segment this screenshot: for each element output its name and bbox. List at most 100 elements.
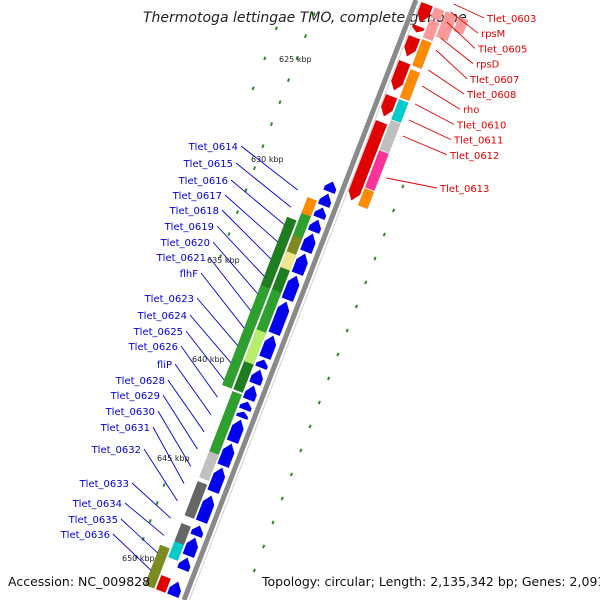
gene-label: Tlet_0620 [160, 238, 210, 249]
scale-tick [327, 376, 331, 381]
reverse-gene-arrow [242, 385, 257, 403]
cog-band-reverse [174, 522, 192, 546]
gene-label: Tlet_0631 [100, 423, 150, 434]
gene-leader-line [440, 37, 474, 64]
gene-label: Tlet_0610 [456, 120, 506, 131]
reverse-gene-arrow [317, 193, 332, 209]
reverse-gene-arrow [291, 253, 309, 277]
scale-tick [295, 56, 299, 61]
gene-label: Tlet_0616 [178, 176, 228, 187]
gene-label: Tlet_0623 [144, 294, 194, 305]
scale-tick [235, 210, 240, 215]
gene-label: Tlet_0636 [60, 530, 110, 541]
scale-tick [392, 208, 396, 213]
gene-label: Tlet_0613 [439, 184, 489, 195]
gene-leader-line [230, 179, 285, 225]
cog-band-forward [364, 149, 390, 192]
gene-label: Tlet_0615 [183, 159, 233, 170]
scale-tick [364, 280, 368, 285]
scale-tick [269, 122, 274, 127]
gene-label: Tlet_0611 [453, 136, 503, 147]
cog-band-forward [391, 98, 409, 124]
reverse-gene-arrow [281, 275, 300, 303]
scale-tick [280, 496, 284, 501]
gene-leader-line [157, 410, 192, 467]
forward-gene-arrow [404, 34, 421, 57]
cog-band-reverse [233, 360, 254, 394]
scale-tick [317, 400, 321, 405]
scale-tick [354, 304, 359, 309]
scale-tick [263, 56, 267, 61]
gene-label: Tlet_0624 [137, 311, 187, 322]
scale-tick [251, 86, 255, 91]
gene-leader-line [221, 209, 272, 260]
scale-tick [262, 544, 266, 549]
backbone-edge [188, 1, 422, 600]
gene-label: rpsM [481, 29, 505, 40]
scale-tick [244, 188, 248, 193]
scale-tick [299, 448, 303, 453]
gene-leader-line [162, 394, 198, 450]
scale-label: 645 kbp [157, 454, 190, 463]
reverse-gene-arrow [268, 301, 290, 337]
gene-leader-line [446, 21, 476, 49]
genome-backbone [181, 0, 419, 600]
scale-tick [345, 328, 349, 333]
gene-leader-line [427, 69, 465, 95]
forward-gene-arrow [348, 119, 388, 201]
gene-label: flhF [180, 269, 199, 280]
gene-label: Tlet_0618 [169, 206, 219, 217]
reverse-gene-arrow [235, 411, 249, 421]
gene-leader-line [143, 448, 178, 502]
scale-label: 625 kbp [279, 55, 312, 64]
scale-tick [155, 501, 159, 505]
scale-tick [308, 424, 312, 429]
reverse-gene-arrow [238, 401, 252, 413]
gene-leader-line [124, 502, 165, 536]
gene-label: Tlet_0628 [115, 376, 165, 387]
genome-summary: Topology: circular; Length: 2,135,342 bp… [261, 574, 600, 589]
gene-leader-line [196, 297, 238, 346]
gene-leader-line [386, 177, 438, 189]
cog-band-forward [422, 18, 440, 42]
forward-gene-arrow [380, 93, 398, 117]
cog-band-reverse [292, 212, 312, 240]
reverse-gene-arrow [226, 419, 244, 445]
cog-band-forward [357, 187, 375, 210]
gene-label: Tlet_0607 [469, 75, 519, 86]
gene-leader-line [450, 11, 479, 34]
map-title: Thermotoga lettingae TMO, complete genom… [143, 10, 467, 26]
reverse-gene-arrow [299, 233, 316, 255]
gene-leader-line [208, 256, 252, 312]
cog-band-forward [379, 119, 401, 154]
scale-tick [312, 12, 316, 17]
reverse-gene-arrow [207, 467, 226, 495]
scale-tick [261, 144, 265, 149]
scale-tick [271, 520, 275, 525]
gene-label: Tlet_0603 [486, 14, 536, 25]
scale-tick [141, 537, 145, 541]
gene-label: Tlet_0608 [466, 90, 516, 101]
scale-tick [218, 254, 223, 259]
forward-gene-arrow [411, 23, 425, 33]
reverse-gene-arrow [190, 525, 204, 539]
forward-gene-arrow [417, 1, 434, 23]
reverse-gene-arrow [248, 369, 264, 387]
gene-label: Tlet_0617 [172, 191, 222, 202]
gene-label: rho [463, 105, 479, 116]
scale-tick [134, 555, 138, 559]
gene-label: Tlet_0626 [128, 342, 178, 353]
gene-leader-line [224, 194, 278, 243]
gene-leader-line [435, 49, 468, 80]
accession-label: Accession: NC_009828 [8, 574, 150, 589]
cog-band-reverse [155, 574, 172, 594]
cog-band-reverse [199, 450, 220, 482]
cog-band-reverse [221, 284, 271, 389]
gene-leader-line [185, 330, 225, 381]
scale-tick [289, 472, 294, 477]
gene-label: Tlet_0632 [91, 445, 141, 456]
scale-tick [252, 568, 256, 573]
gene-label: Tlet_0633 [79, 479, 129, 490]
